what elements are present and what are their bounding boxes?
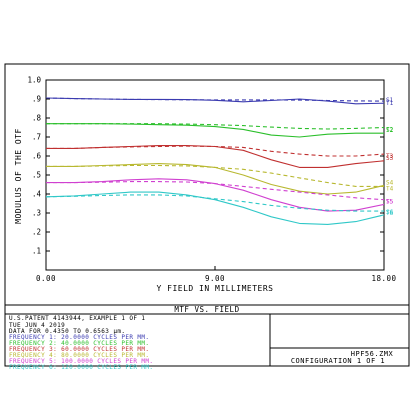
chart-title: MTF VS. FIELD (174, 305, 239, 314)
patent-text: U.S.PATENT 4143944, EXAMPLE 1 OF 1 (9, 315, 145, 322)
x-tick-label: 9.00 (205, 274, 225, 283)
y-tick-label: 1.0 (27, 76, 41, 85)
series-label-t6: T6 (386, 210, 394, 217)
x-axis-label: Y FIELD IN MILLIMETERS (157, 284, 274, 293)
y-axis: .1 .2 .3 .4 .5 .6 .7 .8 .9 1.0 (27, 76, 384, 256)
outer-frame (4, 63, 410, 367)
series-label-s5: S5 (386, 198, 394, 205)
series-line-t4 (46, 164, 384, 187)
data-range-text: DATA FOR 0.4350 TO 0.6563 µm. (9, 328, 125, 335)
series-label-s6: S6 (386, 209, 394, 216)
frequency-line: FREQUENCY 3: 60.0000 CYCLES PER MM. (9, 346, 149, 353)
series-label-t2: T2 (386, 127, 394, 134)
frequency-line: FREQUENCY 6: 120.0000 CYCLES PER MM. (9, 364, 153, 371)
configuration-text: CONFIGURATION 1 OF 1 (291, 357, 385, 365)
x-tick-label: 18.00 (371, 274, 396, 283)
y-tick-label: .7 (32, 133, 41, 142)
y-tick-label: .2 (32, 228, 41, 237)
y-tick-label: .9 (32, 95, 41, 104)
series-line-s2 (46, 123, 384, 138)
series-label-s1: S1 (386, 97, 394, 104)
series-line-t1 (45, 97, 385, 102)
y-tick-label: .5 (32, 171, 41, 180)
series-line-t5 (46, 181, 385, 201)
series-label-s3: S3 (386, 155, 394, 162)
plot-area (45, 79, 385, 271)
series-label-t3: T3 (386, 153, 394, 160)
y-tick-label: .8 (32, 114, 42, 123)
x-tick-label: 0.00 (36, 274, 56, 283)
x-axis: 0.00 9.00 18.00 (36, 266, 396, 283)
y-tick-label: .6 (32, 152, 42, 161)
frequency-line: FREQUENCY 2: 40.0000 CYCLES PER MM. (9, 340, 149, 347)
series-line-t3 (46, 145, 385, 157)
y-tick-label: .3 (32, 209, 41, 218)
date-text: TUE JUN 4 2019 (9, 322, 65, 329)
frequency-list: FREQUENCY 1: 20.0000 CYCLES PER MM.FREQU… (9, 334, 153, 371)
series-lines (45, 97, 385, 225)
frequency-line: FREQUENCY 5: 100.0000 CYCLES PER MM. (9, 358, 153, 365)
file-name: HPF56.ZMX (351, 350, 394, 358)
series-label-s4: S4 (386, 179, 394, 186)
y-tick-label: .4 (32, 190, 42, 199)
series-line-t6 (45, 194, 384, 212)
series-line-s4 (46, 163, 385, 195)
frequency-line: FREQUENCY 1: 20.0000 CYCLES PER MM. (9, 334, 149, 341)
frequency-line: FREQUENCY 4: 80.0000 CYCLES PER MM. (9, 352, 149, 359)
series-label-s2: S2 (386, 127, 394, 134)
series-line-s6 (45, 191, 385, 225)
y-tick-label: .1 (32, 247, 41, 256)
series-label-t5: T5 (386, 199, 394, 206)
series-label-t1: T1 (386, 100, 394, 107)
series-label-t4: T4 (386, 185, 394, 192)
series-line-t2 (46, 123, 385, 130)
y-axis-label: MODULUS OF THE OTF (14, 128, 23, 224)
